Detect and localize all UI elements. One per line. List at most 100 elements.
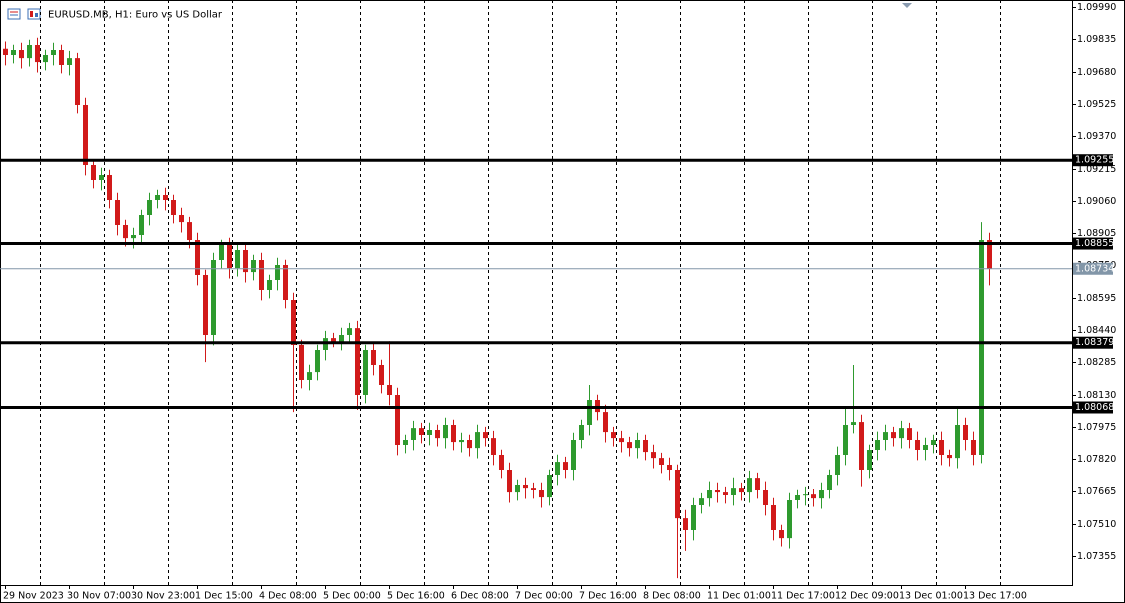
x-tick-label: 30 Nov 23:00 [131,591,195,602]
candle-body [515,485,520,493]
candle-body [963,425,968,440]
candle-body [411,428,416,440]
candle-body [699,498,704,505]
level-label-bg [1073,401,1113,414]
candle-body [267,280,272,290]
candle-body [427,430,432,435]
candle-body [619,438,624,443]
candle-body [763,490,768,505]
candle-body [491,438,496,455]
x-tick-label: 1 Dec 15:00 [195,591,253,602]
candle-body [91,165,96,180]
candle-body [179,215,184,223]
toolbar-icons[interactable] [7,8,41,20]
candle-body [283,265,288,300]
y-tick-label: 1.08595 [1077,293,1116,304]
candle-body [403,440,408,445]
candle-body [27,45,32,59]
x-tick-label: 30 Nov 07:00 [67,591,131,602]
candle-body [779,530,784,539]
candle-body [955,425,960,459]
candle-body [547,475,552,498]
y-tick-label: 1.07665 [1077,486,1116,497]
y-tick-label: 1.07820 [1077,454,1116,465]
candle-body [227,245,232,269]
candle-body [467,440,472,449]
y-tick-label: 1.07355 [1077,551,1116,562]
candle-body [539,490,544,498]
candle-body [859,422,864,470]
candle-body [571,440,576,470]
candle-body [611,432,616,439]
candle-body [451,425,456,443]
candle-body [795,495,800,500]
candle-body [443,425,448,439]
candle-body [787,500,792,539]
icon-bar [35,13,38,17]
y-tick-label: 1.08905 [1077,228,1116,239]
candle-body [731,488,736,495]
candle-body [931,440,936,445]
candle-body [243,250,248,273]
y-tick-label: 1.09680 [1077,67,1116,78]
x-tick-label: 12 Dec 09:00 [835,591,899,602]
candle-body [19,50,24,59]
x-tick-label: 7 Dec 16:00 [579,591,637,602]
y-tick-label: 1.07510 [1077,519,1116,530]
candle-body [315,350,320,373]
candle-body [475,432,480,449]
x-tick-label: 5 Dec 16:00 [387,591,445,602]
y-tick-label: 1.08130 [1077,390,1116,401]
y-tick-label: 1.08440 [1077,325,1116,336]
candle-body [347,328,352,335]
candle-body [3,48,8,55]
candle-body [187,222,192,240]
candle-body [483,432,488,439]
candle-body [563,462,568,470]
candle-body [355,328,360,395]
icon-chart[interactable] [7,8,21,20]
x-tick-label: 7 Dec 00:00 [515,591,573,602]
level-label: 1.09255 [1075,155,1114,166]
y-tick-label: 1.08285 [1077,357,1116,368]
price-label-bg [1073,262,1113,275]
candle-body [107,175,112,200]
candle-body [371,350,376,365]
candle-body [715,490,720,493]
y-tick-label: 1.09525 [1077,99,1116,110]
shift-marker[interactable] [902,3,912,8]
x-tick-label: 8 Dec 08:00 [643,591,701,602]
candle-body [155,195,160,200]
level-label-bg [1073,154,1113,167]
candle-body [635,440,640,449]
candle-body [739,488,744,493]
candle-body [843,425,848,455]
candle-body [627,442,632,449]
candle-body [211,260,216,335]
y-tick-label: 1.09215 [1077,164,1116,175]
level-label: 1.08068 [1075,402,1114,413]
candle-body [747,478,752,493]
candle-body [235,250,240,269]
icon-bars[interactable] [27,8,41,20]
level-label: 1.08855 [1075,238,1114,249]
level-label: 1.08379 [1075,337,1114,348]
candle-body [755,478,760,490]
candle-body [723,492,728,495]
candle-body [707,490,712,499]
level-label-bg [1073,237,1113,250]
candle-body [827,475,832,490]
candle-body [299,345,304,380]
candle-body [275,265,280,280]
candle-body [163,195,168,200]
candle-body [171,200,176,215]
candle-body [379,365,384,385]
candle-body [851,422,856,425]
candle-body [667,465,672,470]
x-tick-label: 11 Dec 01:00 [707,591,771,602]
candle-body [99,175,104,180]
